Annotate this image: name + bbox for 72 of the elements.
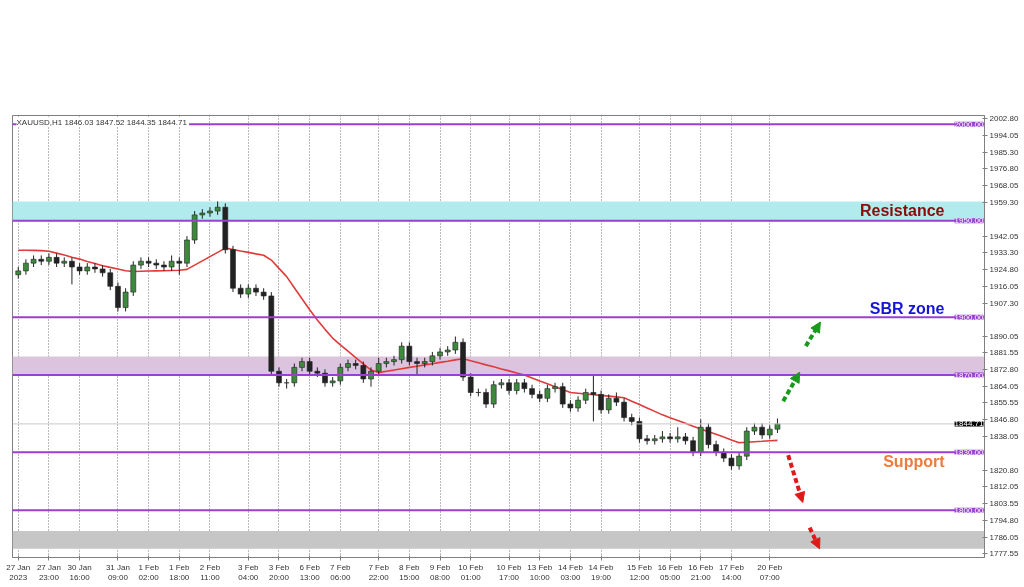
candlestick <box>23 258 29 276</box>
ref-line-label: 1830.00 <box>954 447 985 457</box>
x-tick-label: 1 Feb 18:00 <box>169 562 191 583</box>
candlestick <box>467 372 474 397</box>
x-tick-label: 10 Feb 01:00 <box>458 562 484 583</box>
candlestick <box>552 382 558 393</box>
line-series <box>17 247 779 444</box>
candlestick <box>391 355 397 366</box>
y-tick-label: 1924.80 <box>989 264 1019 274</box>
x-tick-label: 14 Feb 19:00 <box>588 562 615 583</box>
x-tick-label: 15 Feb 12:00 <box>626 562 653 583</box>
y-tick-label: 1777.55 <box>989 549 1019 559</box>
x-tick-label: 27 Jan 23:00 <box>36 562 61 583</box>
y-tick-label: 1933.30 <box>989 248 1019 258</box>
y-tick-label: 1907.30 <box>989 298 1019 308</box>
y-tick-label: 1838.05 <box>989 432 1019 442</box>
candlestick <box>345 359 351 372</box>
x-tick-label: 7 Feb 22:00 <box>368 562 390 583</box>
ref-line-label: 1844.71 <box>954 419 985 429</box>
candlestick <box>437 347 443 361</box>
candlestick <box>253 283 259 297</box>
ref-line-label: 1950.00 <box>954 216 985 226</box>
x-tick-label: 2 Feb 11:00 <box>199 562 221 583</box>
ref-line-label: 1870.00 <box>954 370 985 380</box>
candlestick <box>559 382 566 409</box>
y-tick-label: 1976.80 <box>989 164 1019 174</box>
y-tick-label: 1803.55 <box>989 498 1019 508</box>
x-tick-label: 14 Feb 03:00 <box>557 562 584 583</box>
ref-line-label: 2000.00 <box>954 119 985 129</box>
y-tick-label: 1864.05 <box>989 382 1019 392</box>
x-tick-label: 27 Jan 2023 <box>6 562 31 583</box>
y-tick-label: 1786.05 <box>989 532 1019 542</box>
x-tick-label: 9 Feb 08:00 <box>429 562 451 583</box>
y-tick-label: 1942.05 <box>989 231 1019 241</box>
x-tick-label: 10 Feb 17:00 <box>496 562 523 583</box>
y-tick-label: 1794.80 <box>989 515 1019 525</box>
x-tick-label: 17 Feb 14:00 <box>718 562 745 583</box>
annotation: XAUUSD,H1 1846.03 1847.52 1844.35 1844.71 <box>16 117 188 127</box>
x-tick-label: 20 Feb 07:00 <box>757 562 783 583</box>
y-tick-label: 1916.05 <box>989 281 1019 291</box>
y-tick-label: 1968.05 <box>989 181 1019 191</box>
candlestick <box>621 397 627 422</box>
y-tick-label: 1890.05 <box>989 331 1019 341</box>
y-tick-label: 1985.30 <box>989 148 1019 158</box>
text: SBR zone <box>869 300 945 318</box>
x-tick-label: 3 Feb 20:00 <box>268 562 290 583</box>
ref-line-label: 1800.00 <box>954 505 985 515</box>
x-tick-label: 6 Feb 13:00 <box>299 562 321 583</box>
y-tick-label: 1812.05 <box>989 482 1019 492</box>
x-tick-label: 3 Feb 04:00 <box>238 562 260 583</box>
y-tick-label: 1872.80 <box>989 365 1019 375</box>
y-tick-label: 1820.80 <box>989 465 1019 475</box>
x-tick-label: 7 Feb 06:00 <box>330 562 352 583</box>
candlestick <box>414 357 420 376</box>
x-tick-label: 1 Feb 02:00 <box>138 562 160 583</box>
candlestick <box>598 390 604 415</box>
y-tick-label: 2002.80 <box>989 114 1019 124</box>
x-tick-label: 8 Feb 15:00 <box>399 562 421 583</box>
ref-line-label: 1900.00 <box>954 312 985 322</box>
x-tick-label: 31 Jan 09:00 <box>105 562 130 583</box>
x-tick-label: 13 Feb 10:00 <box>527 562 553 583</box>
y-tick-label: 1881.55 <box>989 348 1019 358</box>
text: Resistance <box>860 201 945 219</box>
y-tick-label: 1846.80 <box>989 415 1019 425</box>
x-tick-label: 30 Jan 16:00 <box>67 562 92 583</box>
candlestick <box>483 388 489 409</box>
text: Support <box>883 453 946 471</box>
y-tick-label: 1855.55 <box>989 398 1019 408</box>
x-tick-label: 16 Feb 05:00 <box>657 562 684 583</box>
y-tick-label: 1959.30 <box>989 198 1019 208</box>
x-tick-label: 16 Feb 21:00 <box>688 562 714 583</box>
y-tick-label: 1994.05 <box>989 131 1019 141</box>
